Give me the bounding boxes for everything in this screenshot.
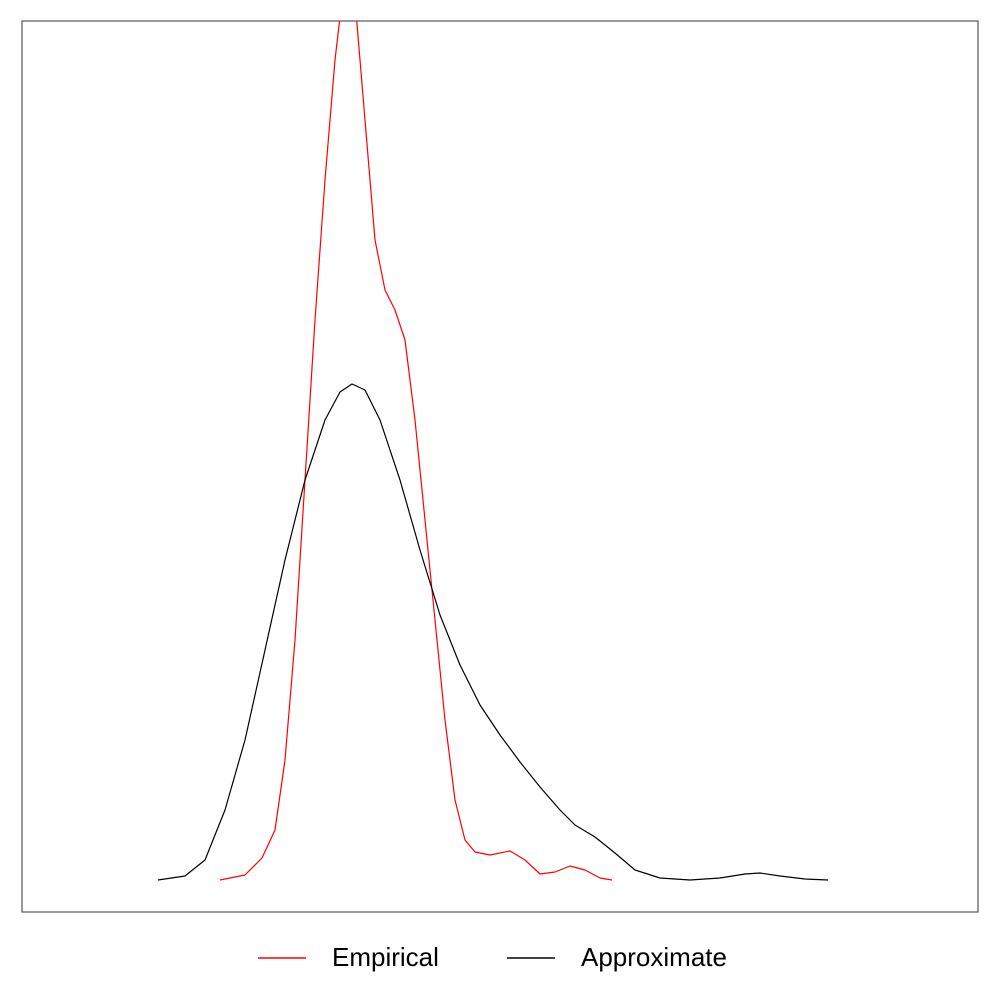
- density-line: [157, 383, 829, 881]
- plot-area: [157, 21, 829, 881]
- legend-label: Approximate: [581, 942, 727, 972]
- plot-frame: [21, 20, 979, 913]
- legend: Empirical Approximate: [258, 942, 727, 972]
- density-line: [219, 21, 613, 881]
- legend-label: Empirical: [332, 942, 439, 972]
